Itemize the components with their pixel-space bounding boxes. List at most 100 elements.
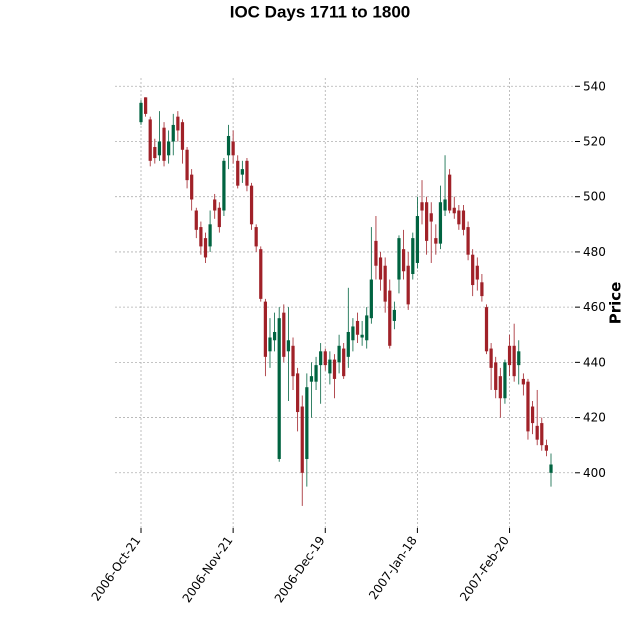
candle-body — [498, 376, 502, 399]
candle-body — [540, 423, 544, 446]
candle-body — [254, 227, 258, 247]
y-tick-label: 500 — [583, 190, 606, 204]
candle-body — [263, 301, 267, 357]
candle-body — [378, 257, 383, 280]
candle-body — [213, 199, 217, 211]
candle-body — [167, 141, 171, 156]
candle-body — [374, 240, 378, 266]
candle-body — [401, 249, 406, 272]
candle-body — [397, 238, 401, 280]
candle-body — [337, 345, 341, 363]
candle-body — [383, 265, 387, 302]
candle-body — [231, 141, 235, 156]
y-tick-label: 540 — [583, 79, 606, 93]
candle-body — [438, 202, 443, 244]
candle-body — [549, 464, 553, 473]
candle-body — [185, 149, 189, 181]
candle-body — [180, 122, 185, 150]
candle-body — [203, 238, 208, 258]
candle-body — [457, 210, 461, 225]
candle-body — [475, 265, 479, 280]
candle-body — [530, 406, 535, 424]
candle-body — [466, 227, 470, 255]
candle-body — [236, 160, 240, 186]
chart-title: IOC Days 1711 to 1800 — [230, 2, 411, 21]
candle-body — [176, 116, 180, 131]
candle-body — [489, 348, 493, 368]
candle-body — [143, 97, 148, 114]
candle-body — [388, 290, 392, 346]
candle-body — [448, 174, 452, 211]
candle-body — [415, 216, 420, 263]
x-tick-label: 2007-Feb-20 — [457, 534, 512, 604]
candle-body — [342, 348, 346, 377]
candle-body — [314, 365, 318, 382]
candle-body — [296, 373, 300, 413]
y-tick-label: 400 — [583, 466, 606, 480]
candle-body — [272, 331, 277, 341]
candle-body — [535, 425, 539, 440]
candle-body — [471, 254, 475, 286]
candle-body — [503, 362, 507, 399]
candle-body — [517, 351, 521, 366]
candle-body — [240, 169, 244, 175]
candle-body — [494, 362, 498, 390]
candle-body — [425, 202, 429, 241]
candle-body — [249, 185, 254, 225]
candle-body — [521, 378, 525, 385]
candle-body — [217, 207, 221, 228]
x-tick-label: 2006-Oct-21 — [89, 534, 144, 604]
candle-body — [484, 307, 489, 352]
candle-body — [245, 160, 249, 186]
x-tick-label: 2007-Jan-18 — [366, 534, 420, 602]
candle-body — [171, 124, 175, 142]
candle-body — [190, 174, 194, 200]
candle-body — [512, 345, 516, 377]
candle-body — [443, 199, 447, 211]
candle-body — [309, 376, 314, 382]
x-tick-label: 2006-Dec-19 — [272, 534, 328, 606]
candle-body — [420, 202, 424, 211]
candle-body — [162, 127, 166, 161]
candle-body — [300, 406, 304, 473]
candle-body — [286, 340, 291, 352]
candle-body — [268, 337, 272, 352]
candle-body — [291, 345, 295, 377]
candle-body — [157, 141, 162, 156]
candle-body — [153, 147, 157, 159]
y-tick-label: 420 — [583, 411, 606, 425]
candle-body — [199, 227, 203, 247]
candle-body — [282, 312, 286, 357]
candle-body — [208, 224, 212, 247]
candle-body — [355, 320, 360, 335]
candle-body — [429, 213, 433, 222]
candle-body — [323, 351, 327, 366]
candle-body — [222, 160, 226, 211]
y-axis-label: Price — [607, 282, 625, 325]
candle-body — [480, 282, 484, 297]
candle-body — [507, 345, 512, 366]
candle-body — [411, 238, 415, 275]
candle-body — [332, 359, 337, 379]
y-tick-label: 520 — [583, 134, 606, 148]
x-tick-label: 2006-Nov-21 — [180, 534, 236, 606]
candle-body — [319, 351, 323, 366]
candle-body — [544, 445, 549, 451]
candle-body — [461, 210, 466, 230]
candle-body — [226, 135, 231, 156]
candle-body — [277, 318, 281, 459]
y-tick-label: 480 — [583, 245, 606, 259]
candle-body — [305, 387, 309, 459]
candle-body — [526, 381, 530, 432]
y-tick-label: 460 — [583, 300, 606, 314]
candle-body — [148, 119, 152, 161]
candle-body — [452, 207, 456, 214]
candle-body — [346, 331, 350, 357]
candle-body — [406, 265, 410, 305]
candle-body — [351, 326, 355, 341]
candle-body — [360, 334, 364, 338]
candle-body — [328, 359, 332, 374]
candle-body — [139, 102, 143, 123]
candle-body — [194, 210, 198, 230]
